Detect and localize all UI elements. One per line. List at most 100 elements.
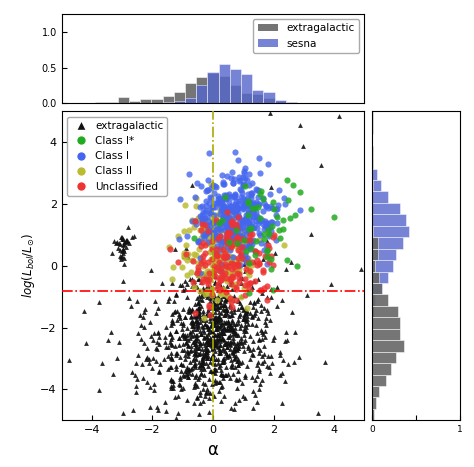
Point <box>195 310 203 318</box>
Point <box>188 181 196 189</box>
Point <box>259 268 266 276</box>
Point <box>241 305 248 312</box>
Point <box>196 374 203 381</box>
Point <box>192 340 200 347</box>
Point <box>223 229 230 237</box>
Point <box>230 405 238 412</box>
Point <box>240 315 247 322</box>
Point <box>212 355 219 362</box>
Point <box>210 291 218 298</box>
Point <box>204 346 212 354</box>
Point <box>227 357 235 364</box>
Point <box>252 237 259 245</box>
Point <box>229 330 237 338</box>
Point <box>205 149 213 156</box>
Point <box>228 303 236 311</box>
Point <box>219 245 227 253</box>
Point <box>231 201 238 208</box>
Point <box>231 191 239 198</box>
Point <box>237 339 245 347</box>
Point <box>190 339 198 346</box>
Point <box>201 290 209 298</box>
Bar <box>372 295 375 306</box>
Point <box>199 385 207 393</box>
Point <box>217 199 224 207</box>
Point <box>184 307 191 315</box>
Point <box>265 363 273 371</box>
Point <box>241 181 248 188</box>
Point <box>220 250 228 257</box>
Point <box>196 327 204 335</box>
Point <box>273 205 280 213</box>
Point <box>248 205 255 212</box>
Point <box>256 191 264 198</box>
Point <box>197 370 205 377</box>
Point <box>215 360 222 367</box>
Point <box>237 321 245 329</box>
Point <box>176 196 183 203</box>
Point <box>205 340 213 348</box>
Point <box>226 277 233 284</box>
Point <box>216 341 224 348</box>
Point <box>202 198 210 205</box>
Point <box>208 227 215 234</box>
Point <box>196 296 203 303</box>
Point <box>167 353 175 361</box>
Point <box>246 259 253 267</box>
Point <box>212 221 220 229</box>
Point <box>206 297 214 305</box>
Point <box>195 359 203 366</box>
Point <box>200 217 208 225</box>
Point <box>224 295 232 302</box>
Point <box>237 243 245 251</box>
Point <box>178 282 185 289</box>
Bar <box>107 102 118 103</box>
Point <box>210 392 218 400</box>
Point <box>282 200 289 208</box>
Point <box>248 283 256 291</box>
Point <box>196 391 204 398</box>
Point <box>218 329 225 337</box>
Point <box>226 294 233 302</box>
Point <box>199 231 207 239</box>
Point <box>330 213 338 220</box>
Point <box>120 247 128 255</box>
Point <box>195 350 203 358</box>
Point <box>151 381 158 388</box>
Point <box>260 235 268 243</box>
Point <box>203 333 210 341</box>
Point <box>170 319 177 326</box>
Point <box>241 321 249 328</box>
Point <box>191 360 199 367</box>
Point <box>233 346 241 354</box>
Point <box>257 188 265 195</box>
Point <box>232 207 240 214</box>
Point <box>247 192 255 199</box>
Bar <box>286 102 297 103</box>
Point <box>210 233 217 241</box>
Point <box>226 193 233 200</box>
Point <box>227 326 234 334</box>
Point <box>238 217 246 225</box>
Point <box>149 337 156 344</box>
Point <box>215 349 223 357</box>
Point <box>211 318 219 326</box>
Point <box>240 201 248 208</box>
Point <box>238 255 246 263</box>
Point <box>233 339 241 347</box>
Point <box>208 255 215 263</box>
Point <box>211 361 219 368</box>
Point <box>217 227 224 235</box>
Point <box>181 314 188 321</box>
Point <box>215 277 223 285</box>
Point <box>210 340 217 347</box>
Point <box>240 313 248 320</box>
Point <box>243 196 250 203</box>
Point <box>224 318 232 325</box>
Point <box>198 355 206 363</box>
Point <box>223 232 230 240</box>
Point <box>255 336 263 343</box>
Point <box>204 238 212 246</box>
Point <box>190 325 198 333</box>
Point <box>236 231 244 239</box>
